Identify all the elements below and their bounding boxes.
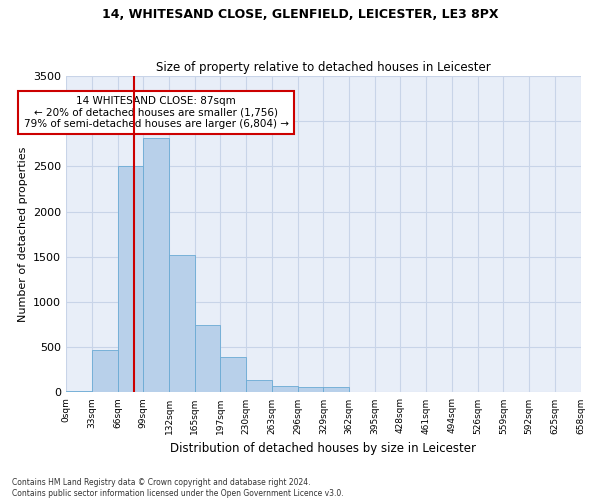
Bar	[92, 350, 118, 393]
Bar	[169, 255, 195, 392]
Bar	[220, 357, 246, 392]
Text: 14 WHITESAND CLOSE: 87sqm
← 20% of detached houses are smaller (1,756)
79% of se: 14 WHITESAND CLOSE: 87sqm ← 20% of detac…	[23, 96, 289, 129]
Bar	[195, 324, 220, 392]
Text: 14, WHITESAND CLOSE, GLENFIELD, LEICESTER, LE3 8PX: 14, WHITESAND CLOSE, GLENFIELD, LEICESTE…	[102, 8, 498, 20]
Bar	[272, 386, 298, 392]
Text: Contains HM Land Registry data © Crown copyright and database right 2024.
Contai: Contains HM Land Registry data © Crown c…	[12, 478, 344, 498]
Bar	[298, 388, 323, 392]
Bar	[323, 388, 349, 392]
Y-axis label: Number of detached properties: Number of detached properties	[17, 146, 28, 322]
Bar	[118, 166, 143, 392]
Title: Size of property relative to detached houses in Leicester: Size of property relative to detached ho…	[156, 60, 491, 74]
X-axis label: Distribution of detached houses by size in Leicester: Distribution of detached houses by size …	[170, 442, 476, 455]
Bar	[143, 138, 169, 392]
Bar	[246, 380, 272, 392]
Bar	[66, 390, 92, 392]
